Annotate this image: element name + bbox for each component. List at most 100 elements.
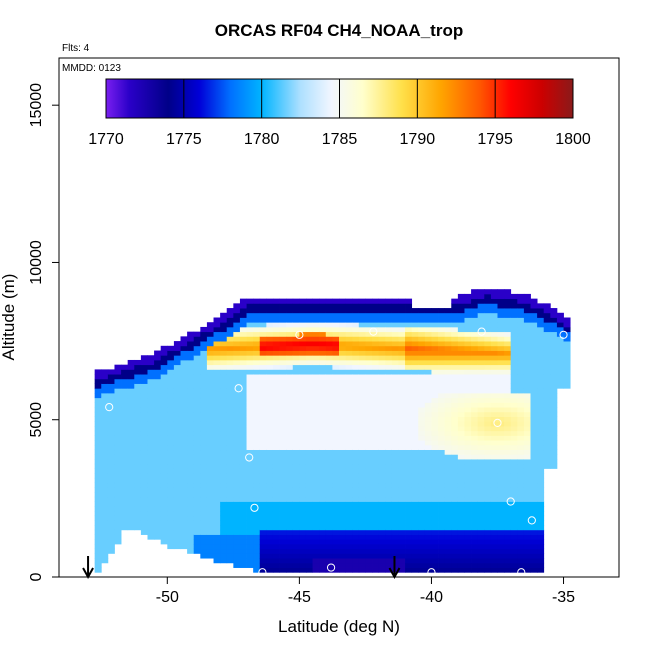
heatmap-cell <box>279 454 287 460</box>
heatmap-cell <box>471 293 479 300</box>
heatmap-cell <box>385 548 393 554</box>
heatmap-cell <box>510 539 518 545</box>
heatmap-cell <box>233 345 241 351</box>
heatmap-cell <box>424 539 432 545</box>
heatmap-cell <box>206 341 214 347</box>
heatmap-cell <box>286 388 294 394</box>
heatmap-cell <box>385 392 393 399</box>
heatmap-cell <box>510 468 518 474</box>
heatmap-cell <box>213 388 221 394</box>
heatmap-cell <box>372 501 380 507</box>
heatmap-cell <box>530 303 538 309</box>
heatmap-cell <box>239 529 247 535</box>
heatmap-cell <box>94 463 102 469</box>
y-tick-label: 0 <box>28 572 45 581</box>
heatmap-cell <box>471 487 479 493</box>
heatmap-cell <box>530 388 538 394</box>
heatmap-cell <box>438 426 446 432</box>
heatmap-cell <box>378 416 386 422</box>
heatmap-cell <box>266 558 274 564</box>
heatmap-cell <box>147 525 155 531</box>
heatmap-cell <box>246 534 254 540</box>
heatmap-cell <box>114 506 122 512</box>
heatmap-cell <box>424 421 432 427</box>
heatmap-cell <box>279 567 287 573</box>
heatmap-cell <box>451 539 459 545</box>
heatmap-cell <box>279 359 287 366</box>
heatmap-cell <box>517 473 525 479</box>
heatmap-cell <box>471 345 479 351</box>
heatmap-cell <box>490 397 498 403</box>
heatmap-cell <box>213 482 221 488</box>
heatmap-cell <box>299 402 307 408</box>
heatmap-cell <box>206 482 214 488</box>
heatmap-cell <box>279 345 287 351</box>
heatmap-cell <box>457 567 465 573</box>
heatmap-cell <box>312 416 320 422</box>
heatmap-cell <box>391 454 399 460</box>
heatmap-cell <box>213 492 221 498</box>
heatmap-cell <box>556 364 564 370</box>
heatmap-cell <box>497 435 505 441</box>
heatmap-cell <box>457 303 465 309</box>
heatmap-cell <box>233 407 241 413</box>
heatmap-cell <box>127 482 135 488</box>
heatmap-cell <box>398 383 406 389</box>
heatmap-cell <box>537 454 545 460</box>
heatmap-cell <box>510 567 518 573</box>
heatmap-cell <box>154 407 162 413</box>
heatmap-cell <box>530 426 538 432</box>
heatmap-cell <box>107 510 115 517</box>
heatmap-cell <box>405 525 413 531</box>
heatmap-cell <box>292 341 300 347</box>
heatmap-cell <box>272 322 280 328</box>
heatmap-cell <box>299 496 307 502</box>
heatmap-cell <box>160 506 168 512</box>
heatmap-cell <box>431 529 439 535</box>
heatmap-cell <box>543 308 551 314</box>
heatmap-cell <box>490 459 498 465</box>
heatmap-cell <box>259 407 267 413</box>
heatmap-cell <box>477 317 485 323</box>
heatmap-cell <box>523 501 531 507</box>
heatmap-cell <box>464 298 472 304</box>
heatmap-cell <box>233 331 241 337</box>
heatmap-cell <box>226 411 234 417</box>
heatmap-cell <box>286 468 294 474</box>
heatmap-cell <box>530 440 538 446</box>
heatmap-cell <box>272 350 280 356</box>
heatmap-cell <box>193 468 201 474</box>
heatmap-cell <box>332 430 340 436</box>
heatmap-cell <box>378 355 386 361</box>
heatmap-cell <box>187 430 195 436</box>
heatmap-cell <box>517 359 525 366</box>
heatmap-cell <box>101 444 109 451</box>
heatmap-cell <box>418 492 426 498</box>
heatmap-cell <box>378 430 386 436</box>
heatmap-cell <box>405 388 413 394</box>
heatmap-cell <box>477 454 485 460</box>
heatmap-cell <box>517 312 525 318</box>
heatmap-cell <box>94 426 102 432</box>
heatmap-cell <box>444 477 452 484</box>
heatmap-cell <box>233 383 241 389</box>
heatmap-cell <box>299 435 307 441</box>
heatmap-cell <box>543 341 551 347</box>
heatmap-cell <box>160 534 168 540</box>
heatmap-cell <box>563 317 571 323</box>
heatmap-cell <box>405 374 413 380</box>
heatmap-cell <box>398 312 406 318</box>
heatmap-cell <box>213 350 221 356</box>
heatmap-cell <box>319 430 327 436</box>
heatmap-cell <box>444 548 452 554</box>
heatmap-cell <box>193 459 201 465</box>
heatmap-cell <box>451 487 459 493</box>
heatmap-cell <box>206 326 214 333</box>
heatmap-cell <box>107 374 115 380</box>
heatmap-cell <box>358 345 366 351</box>
heatmap-cell <box>147 515 155 521</box>
heatmap-cell <box>504 435 512 441</box>
heatmap-cell <box>279 317 287 323</box>
heatmap-cell <box>299 463 307 469</box>
heatmap-cell <box>411 388 419 394</box>
